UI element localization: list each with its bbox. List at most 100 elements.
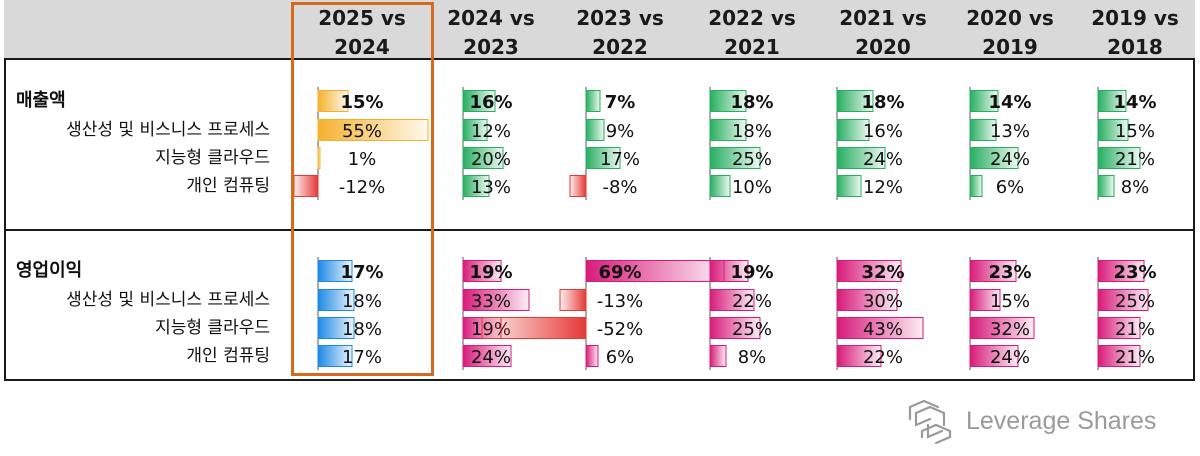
- column-header: 2019 vs 2018: [1075, 4, 1195, 62]
- data-label: 21%: [1115, 319, 1155, 340]
- row-label: 지능형 클라우드: [155, 318, 270, 338]
- data-label: 18%: [732, 121, 772, 142]
- bar-mark: [462, 175, 490, 197]
- data-label: -52%: [597, 319, 644, 340]
- bar-mark: [1097, 175, 1115, 197]
- data-label: 8%: [738, 347, 767, 368]
- data-label: 43%: [863, 319, 903, 340]
- bar-mark: [462, 289, 530, 311]
- bar-mark: [836, 345, 882, 367]
- data-label: 21%: [1115, 149, 1155, 170]
- data-label: 30%: [863, 291, 903, 312]
- data-label: 32%: [861, 262, 904, 283]
- bar-mark: [969, 260, 1017, 282]
- bar-mark: [585, 90, 601, 112]
- data-label: 9%: [606, 121, 635, 142]
- data-label: 21%: [1115, 347, 1155, 368]
- bar-mark: [481, 317, 587, 339]
- bar-mark: [317, 317, 355, 339]
- data-label: 15%: [340, 92, 383, 113]
- column-header-line: 2018: [1107, 35, 1163, 59]
- data-label: 17%: [340, 262, 383, 283]
- data-label: 14%: [1113, 92, 1156, 113]
- bar-mark: [969, 289, 1001, 311]
- column-header-line: 2023 vs: [576, 6, 664, 30]
- bar-mark: [317, 119, 429, 141]
- column-header-line: 2022: [592, 35, 648, 59]
- data-label: 24%: [863, 149, 903, 170]
- bar-mark: [317, 90, 349, 112]
- bar-mark: [709, 90, 747, 112]
- bar-mark: [836, 147, 886, 169]
- bar-mark: [836, 289, 898, 311]
- data-label: 69%: [598, 262, 641, 283]
- data-label: 6%: [606, 347, 635, 368]
- bar-mark: [836, 90, 874, 112]
- bar-mark: [1097, 90, 1127, 112]
- column-header-line: 2024: [334, 35, 390, 59]
- row-label: 지능형 클라우드: [155, 148, 270, 168]
- bar-mark: [585, 147, 621, 169]
- bar-mark: [709, 175, 731, 197]
- column-header: 2025 vs 2024: [302, 4, 422, 62]
- data-label: 24%: [471, 347, 511, 368]
- column-header-line: 2023: [463, 35, 519, 59]
- bar-mark: [836, 175, 862, 197]
- data-label: 18%: [342, 319, 382, 340]
- bar-mark: [709, 119, 747, 141]
- data-label: 23%: [988, 262, 1031, 283]
- data-label: 14%: [988, 92, 1031, 113]
- bar-mark: [969, 90, 999, 112]
- bar-mark: [969, 345, 1019, 367]
- column-header: 2020 vs 2019: [950, 4, 1070, 62]
- bar-mark: [462, 90, 496, 112]
- column-header-line: 2025 vs: [318, 6, 406, 30]
- data-label: 12%: [863, 177, 903, 198]
- bar-mark: [709, 147, 761, 169]
- data-label: 13%: [990, 121, 1030, 142]
- bar-mark: [569, 175, 587, 197]
- data-label: 33%: [471, 291, 511, 312]
- bar-mark: [293, 175, 319, 197]
- data-label: 24%: [990, 347, 1030, 368]
- bar-mark: [462, 260, 502, 282]
- bar-mark: [969, 119, 997, 141]
- row-label: 생산성 및 비스니스 프로세스: [66, 290, 270, 310]
- bar-mark: [317, 345, 353, 367]
- data-label: 25%: [732, 319, 772, 340]
- bar-mark: [836, 260, 902, 282]
- data-label: -13%: [597, 291, 644, 312]
- data-label: 22%: [732, 291, 772, 312]
- row-label: 생산성 및 비스니스 프로세스: [66, 120, 270, 140]
- bar-mark: [317, 260, 353, 282]
- data-label: 18%: [861, 92, 904, 113]
- bar-mark: [1097, 345, 1141, 367]
- row-label: 개인 컴퓨팅: [186, 346, 270, 366]
- data-label: 19%: [730, 262, 773, 283]
- bar-mark: [969, 317, 1035, 339]
- bar-mark: [317, 289, 355, 311]
- data-label: 16%: [469, 92, 512, 113]
- data-label: 12%: [471, 121, 511, 142]
- bar-mark: [709, 317, 761, 339]
- column-header-line: 2021 vs: [839, 6, 927, 30]
- column-header-line: 2022 vs: [708, 6, 796, 30]
- bar-mark: [462, 147, 504, 169]
- column-header-line: 2019 vs: [1091, 6, 1179, 30]
- bar-mark: [969, 147, 1019, 169]
- data-label: 25%: [1115, 291, 1155, 312]
- bar-mark: [709, 260, 749, 282]
- column-header-line: 2019: [982, 35, 1038, 59]
- column-header-line: 2021: [724, 35, 780, 59]
- data-label: 19%: [469, 262, 512, 283]
- column-header: 2023 vs 2022: [560, 4, 680, 62]
- data-label: 16%: [863, 121, 903, 142]
- data-label: -8%: [602, 177, 637, 198]
- bar-mark: [836, 119, 870, 141]
- data-label: 10%: [732, 177, 772, 198]
- data-label: 24%: [990, 149, 1030, 170]
- section-label: 영업이익: [16, 260, 83, 281]
- bar-mark: [1097, 317, 1141, 339]
- data-label: 18%: [342, 291, 382, 312]
- leverage-shares-logo-icon: [908, 399, 952, 445]
